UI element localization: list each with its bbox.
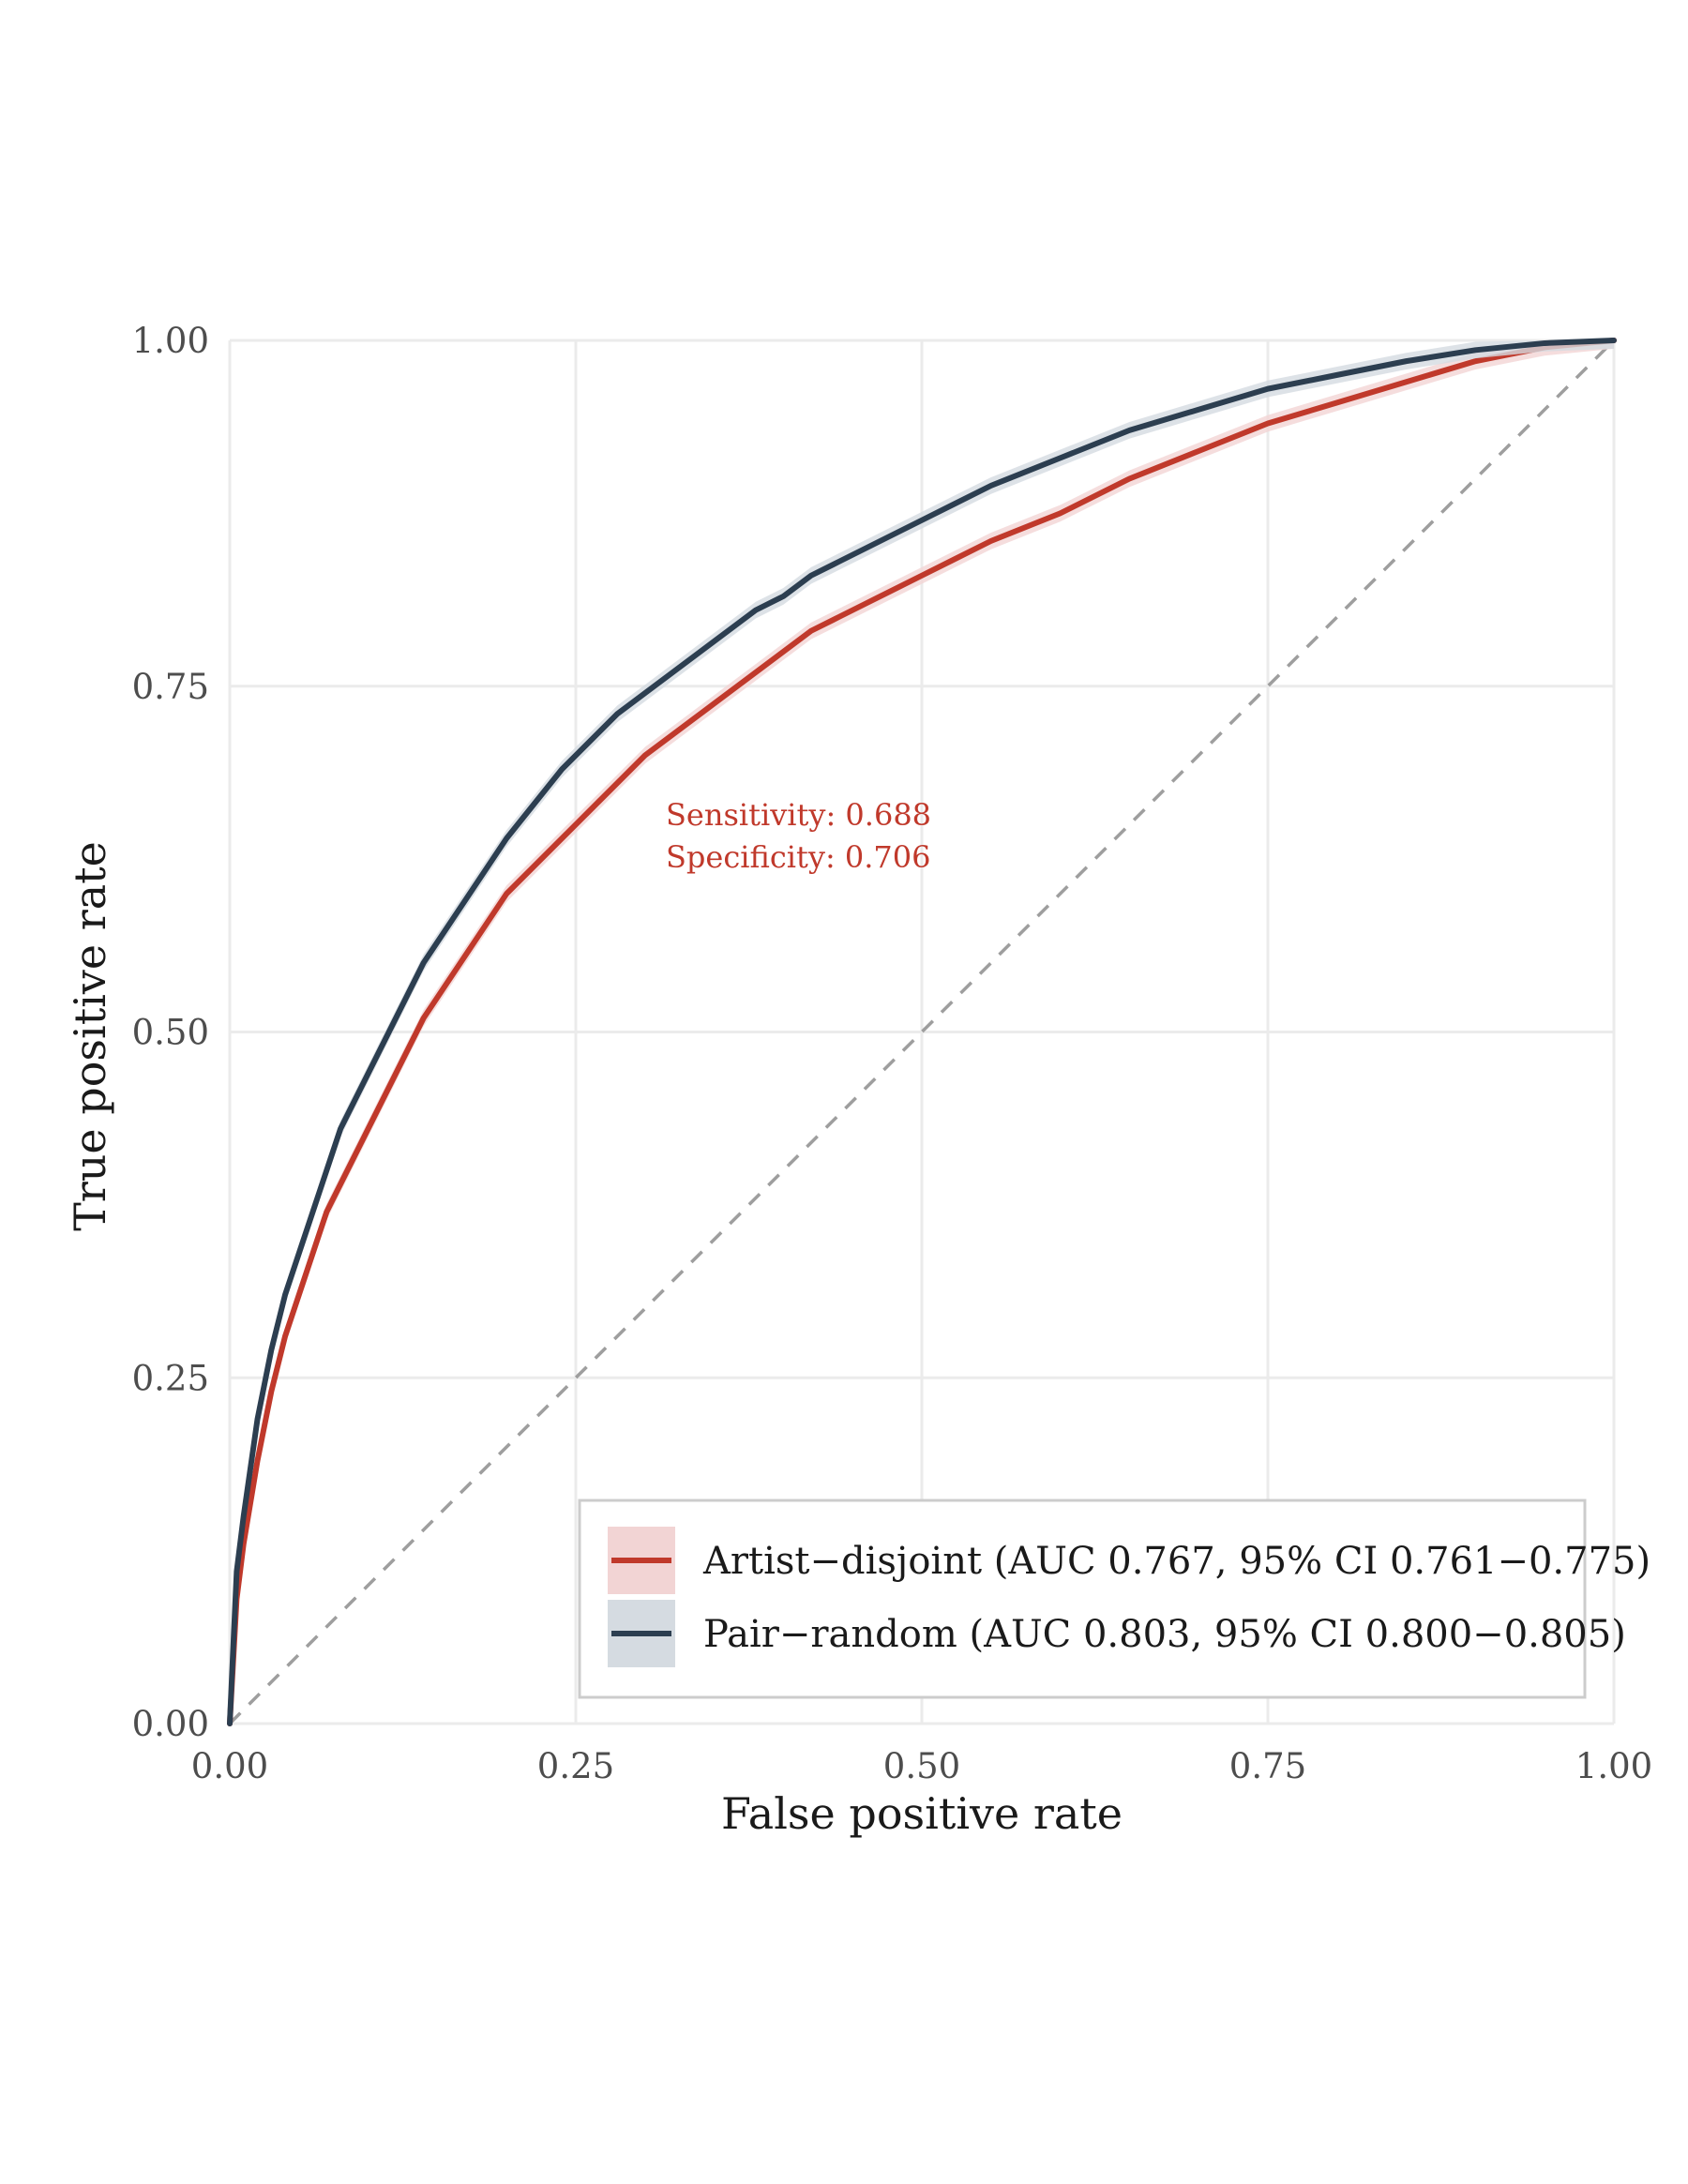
x-axis-title: False positive rate xyxy=(721,1788,1123,1839)
x-tick-label-4: 1.00 xyxy=(1575,1746,1652,1786)
legend-box xyxy=(578,1499,1587,1699)
sensitivity-annotation: Sensitivity: 0.688 xyxy=(666,797,931,833)
y-axis-title: True positive rate xyxy=(65,841,115,1231)
legend: Artist−disjoint (AUC 0.767, 95% CI 0.761… xyxy=(578,1499,1650,1699)
x-tick-label-0: 0.00 xyxy=(191,1746,268,1786)
y-tick-label-3: 0.75 xyxy=(132,667,209,707)
x-tick-label-1: 0.25 xyxy=(537,1746,614,1786)
legend-label-artist-disjoint: Artist−disjoint (AUC 0.767, 95% CI 0.761… xyxy=(702,1540,1650,1583)
x-tick-label-3: 0.75 xyxy=(1229,1746,1306,1786)
y-tick-label-1: 0.25 xyxy=(132,1358,209,1398)
tick-labels: 0.00 0.25 0.50 0.75 1.00 0.00 0.25 0.50 0.75 1.00 xyxy=(132,321,1653,1786)
y-tick-label-2: 0.50 xyxy=(132,1013,209,1053)
legend-label-pair-random: Pair−random (AUC 0.803, 95% CI 0.800−0.8… xyxy=(703,1613,1626,1656)
y-tick-label-4: 1.00 xyxy=(132,321,209,361)
specificity-annotation: Specificity: 0.706 xyxy=(666,839,931,875)
y-tick-label-0: 0.00 xyxy=(132,1704,209,1744)
x-tick-label-2: 0.50 xyxy=(883,1746,960,1786)
roc-line-series-1 xyxy=(227,338,1617,1726)
series-lines xyxy=(227,338,1617,1726)
roc-line-series-0 xyxy=(227,338,1617,1726)
